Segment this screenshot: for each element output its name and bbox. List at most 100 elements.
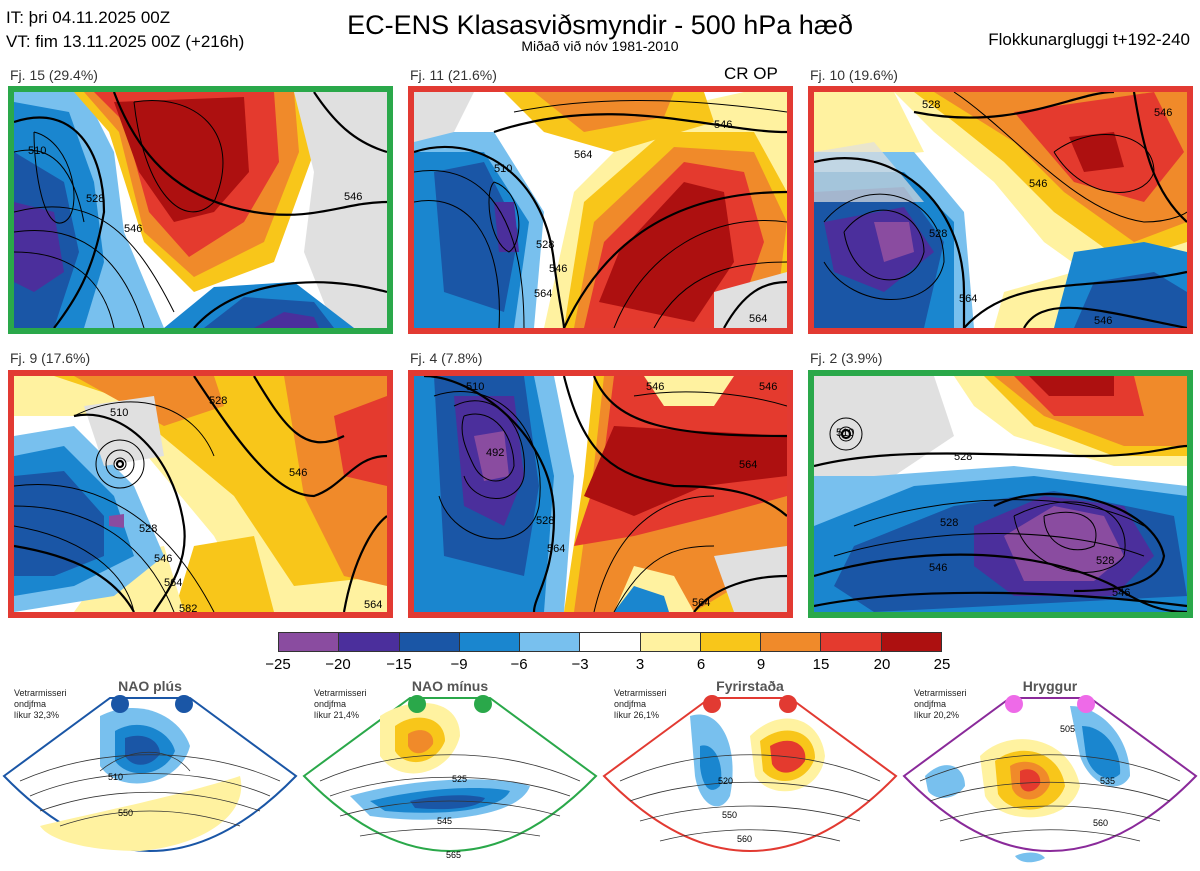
contour-label: 564: [692, 597, 710, 609]
contour-label: 528: [536, 239, 554, 251]
regime-name: Fyrirstaða: [716, 678, 784, 694]
regime-contour-label: 510: [108, 772, 123, 782]
contour-label: 564: [164, 577, 182, 589]
colorbar-tick: 6: [696, 656, 706, 673]
regime-note-line: líkur 32,3%: [14, 710, 60, 720]
regime-blocking-map: 520 550 560: [602, 695, 898, 852]
regime-contour-label: 505: [1060, 724, 1075, 734]
regime-ridge-map: 505 535 560: [902, 695, 1198, 863]
contour-label: 528: [929, 228, 947, 240]
contour-label: 546: [1094, 315, 1112, 327]
regime-nao-minus: 525 545 565 NAO mínus Vetrarmisseri ondj…: [300, 676, 600, 871]
regime-name: NAO plús: [118, 678, 182, 694]
contour-label: 510: [836, 427, 854, 439]
contour-label: 546: [1154, 107, 1172, 119]
cr-op-badge: CR OP: [724, 64, 778, 83]
regime-note-line: ondjfma: [614, 699, 647, 709]
regime-note: Vetrarmisseri ondjfma líkur 20,2%: [914, 688, 967, 721]
anomaly-colorbar: [278, 632, 942, 652]
page-subtitle: Miðað við nóv 1981-2010: [521, 38, 679, 54]
contour-label: 528: [209, 395, 227, 407]
regime-ridge: 505 535 560 Hryggur Vetrarmisseri ondjfm…: [900, 676, 1200, 871]
contour-label: 528: [954, 451, 972, 463]
colorbar-swatch: [700, 633, 762, 651]
regime-contour-label: 535: [1100, 776, 1115, 786]
regime-contour-label: 560: [737, 834, 752, 844]
vt-line: VT: fim 13.11.2025 00Z (+216h): [6, 32, 245, 51]
cluster-map-3-chart: 528 528 546 546 564 546: [814, 92, 1187, 328]
contour-label: 546: [549, 263, 567, 275]
colorbar-tick: 3: [635, 656, 645, 673]
colorbar-tick: −6: [510, 656, 528, 673]
colorbar-tick: 15: [812, 656, 830, 673]
contour-label: 528: [1096, 555, 1114, 567]
regime-note-line: ondjfma: [914, 699, 947, 709]
it-line: IT: þri 04.11.2025 00Z: [6, 8, 171, 27]
regime-note-line: Vetrarmisseri: [914, 688, 967, 698]
contour-label: 546: [154, 553, 172, 565]
colorbar-swatch: [761, 633, 822, 651]
regime-contour-label: 545: [437, 816, 452, 826]
regime-name: Hryggur: [1022, 678, 1078, 694]
regime-contour-label: 565: [446, 850, 461, 860]
regime-blocking: 520 550 560 Fyrirstaða Vetrarmisseri ond…: [600, 676, 900, 871]
contour-label: 546: [1029, 178, 1047, 190]
colorbar-tick: 20: [873, 656, 891, 673]
contour-label: 546: [646, 381, 664, 393]
colorbar-tick: 25: [933, 656, 951, 673]
regime-note-line: Vetrarmisseri: [14, 688, 67, 698]
regime-name: NAO mínus: [411, 678, 489, 694]
cluster-label-1: Fj. 15 (29.4%): [10, 67, 98, 83]
cluster-map-5: 510 492 528 546 546 564 564 564: [408, 370, 793, 618]
regime-contour-label: 525: [452, 774, 467, 784]
colorbar-swatch: [640, 633, 701, 651]
contour-label: 546: [124, 223, 142, 235]
regime-contour-label: 550: [722, 810, 737, 820]
colorbar-tick: −15: [386, 656, 412, 673]
cluster-label-6: Fj. 2 (3.9%): [810, 350, 883, 366]
regime-note: Vetrarmisseri ondjfma líkur 32,3%: [14, 688, 67, 721]
colorbar-swatch: [399, 633, 460, 651]
contour-label: 546: [759, 381, 777, 393]
cluster-map-5-chart: 510 492 528 546 546 564 564 564: [414, 376, 787, 612]
contour-label: 564: [959, 293, 977, 305]
colorbar-tick: −9: [450, 656, 468, 673]
colorbar-tick: −3: [571, 656, 589, 673]
colorbar-tick: −20: [325, 656, 351, 673]
cluster-map-6-chart: 510 528 528 528 546 546: [814, 376, 1187, 612]
regime-contour-label: 520: [718, 776, 733, 786]
contour-label: 528: [86, 193, 104, 205]
window-label: Flokkunargluggi t+192-240: [988, 30, 1190, 49]
regime-note-line: ondjfma: [14, 699, 47, 709]
contour-label: 564: [534, 288, 552, 300]
contour-label: 564: [364, 599, 382, 611]
contour-label: 564: [574, 149, 592, 161]
contour-label: 546: [714, 119, 732, 131]
contour-label: 510: [494, 163, 512, 175]
regime-nao-plus: 510 550 NAO plús Vetrarmisseri ondjfma l…: [0, 676, 300, 871]
contour-label: 528: [922, 99, 940, 111]
cluster-map-2: 510 528 546 546 564 564 564: [408, 86, 793, 334]
cluster-label-4: Fj. 9 (17.6%): [10, 350, 91, 366]
regime-note-line: Vetrarmisseri: [314, 688, 367, 698]
cluster-label-2: Fj. 11 (21.6%): [410, 67, 497, 83]
cluster-map-4-chart: 510 528 528 546 546 564 582 564: [14, 376, 387, 612]
contour-label: 582: [179, 603, 197, 612]
contour-label: 510: [28, 145, 46, 157]
cluster-label-3: Fj. 10 (19.6%): [810, 67, 898, 83]
cluster-map-1-chart: 510 528 546 546: [14, 92, 387, 328]
colorbar-swatch: [520, 633, 581, 651]
regime-note-line: Vetrarmisseri: [614, 688, 667, 698]
contour-label: 510: [466, 381, 484, 393]
regime-note-line: líkur 26,1%: [614, 710, 660, 720]
cluster-map-2-chart: 510 528 546 546 564 564 564: [414, 92, 787, 328]
cluster-map-3: 528 528 546 546 564 546: [808, 86, 1193, 334]
regime-nao-minus-map: 525 545 565: [302, 695, 598, 860]
cluster-map-6: 510 528 528 528 546 546: [808, 370, 1193, 618]
colorbar-swatch: [459, 633, 521, 651]
contour-label: 564: [749, 313, 767, 325]
regime-note: Vetrarmisseri ondjfma líkur 21,4%: [314, 688, 367, 721]
contour-label: 564: [547, 543, 565, 555]
regime-note-line: ondjfma: [314, 699, 347, 709]
cluster-map-1: 510 528 546 546: [8, 86, 393, 334]
